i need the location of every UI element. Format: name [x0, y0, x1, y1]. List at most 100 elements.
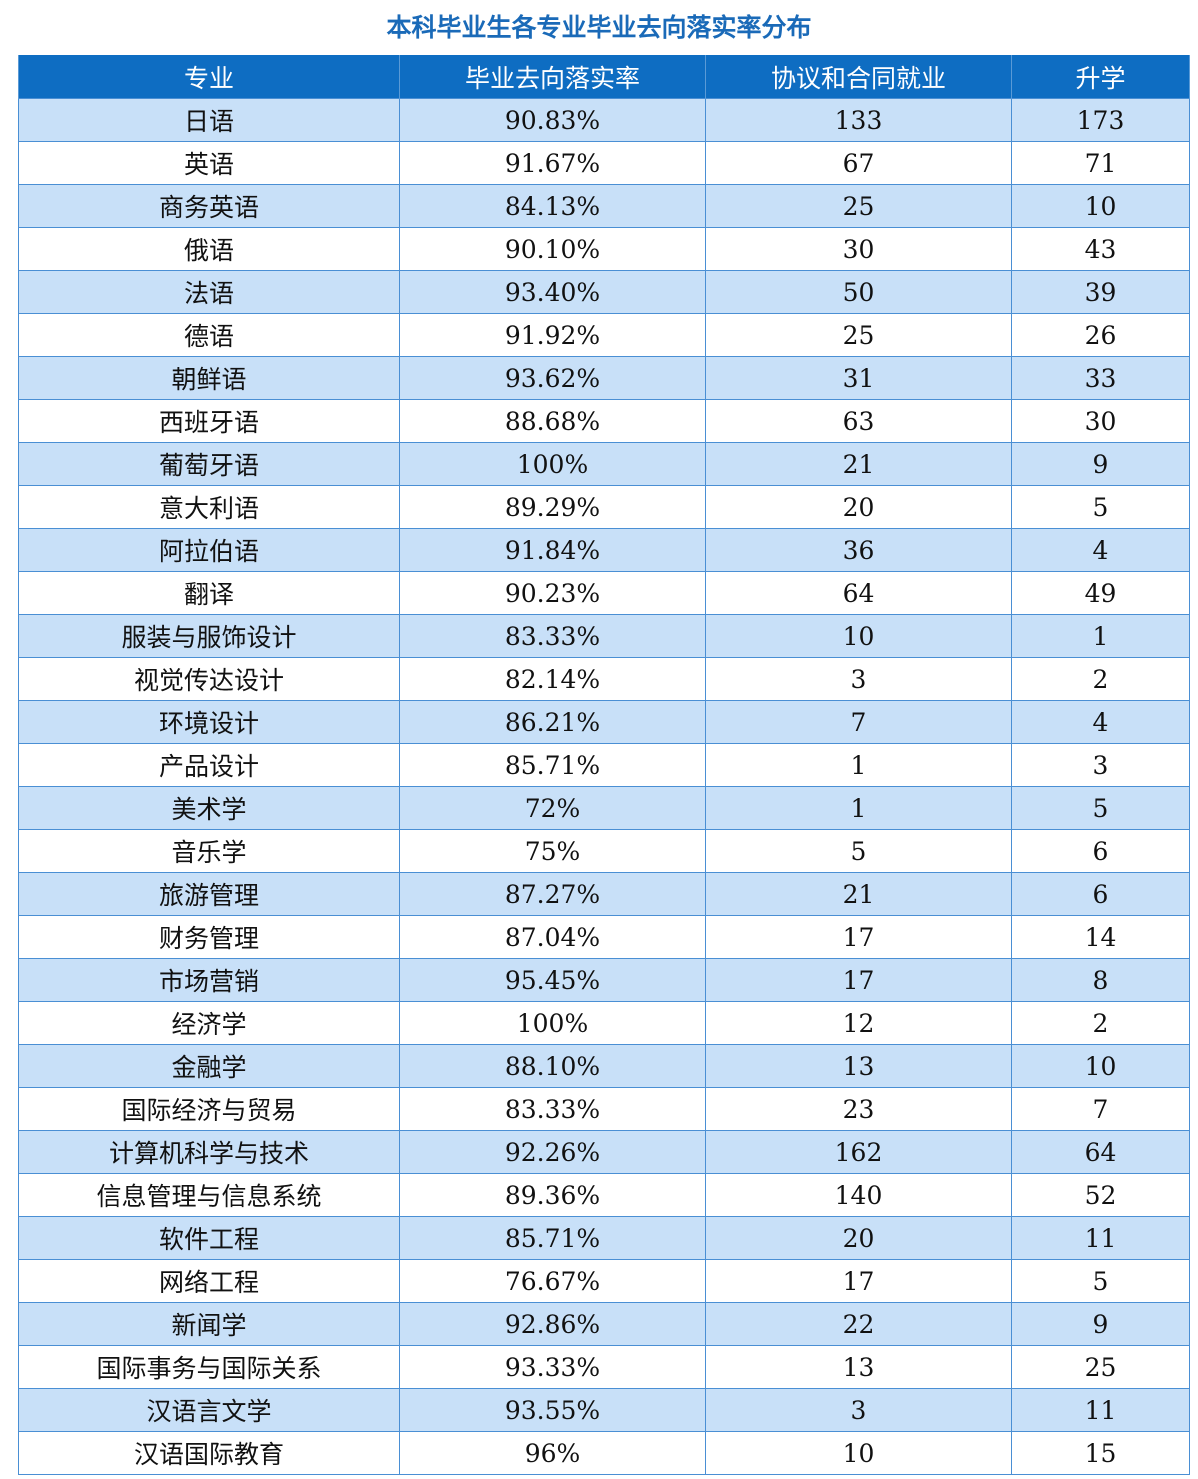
cell-major: 国际经济与贸易	[18, 1087, 400, 1131]
table-row: 美术学 72% 1 5	[18, 786, 1190, 830]
table-row: 西班牙语 88.68% 63 30	[18, 399, 1190, 443]
cell-further-study: 11	[1011, 1388, 1190, 1432]
cell-contract-employment: 64	[705, 571, 1012, 615]
table-row: 软件工程 85.71% 20 11	[18, 1216, 1190, 1260]
cell-further-study: 6	[1011, 872, 1190, 916]
table-row: 汉语言文学 93.55% 3 11	[18, 1388, 1190, 1432]
table-row: 计算机科学与技术 92.26% 162 64	[18, 1130, 1190, 1174]
cell-further-study: 4	[1011, 528, 1190, 572]
cell-contract-employment: 140	[705, 1173, 1012, 1217]
cell-major: 环境设计	[18, 700, 400, 744]
cell-contract-employment: 13	[705, 1345, 1012, 1389]
cell-placement-rate: 96%	[399, 1431, 706, 1475]
cell-placement-rate: 89.29%	[399, 485, 706, 529]
cell-placement-rate: 91.84%	[399, 528, 706, 572]
cell-further-study: 26	[1011, 313, 1190, 357]
cell-further-study: 173	[1011, 98, 1190, 142]
table-row: 德语 91.92% 25 26	[18, 313, 1190, 357]
cell-major: 英语	[18, 141, 400, 185]
cell-further-study: 2	[1011, 657, 1190, 701]
table-row: 法语 93.40% 50 39	[18, 270, 1190, 314]
cell-further-study: 5	[1011, 485, 1190, 529]
cell-major: 汉语国际教育	[18, 1431, 400, 1475]
cell-contract-employment: 31	[705, 356, 1012, 400]
cell-placement-rate: 90.83%	[399, 98, 706, 142]
cell-major: 新闻学	[18, 1302, 400, 1346]
cell-major: 国际事务与国际关系	[18, 1345, 400, 1389]
table-header: 专业 毕业去向落实率 协议和合同就业 升学	[18, 55, 1190, 99]
cell-placement-rate: 92.26%	[399, 1130, 706, 1174]
cell-contract-employment: 36	[705, 528, 1012, 572]
table-row: 日语 90.83% 133 173	[18, 98, 1190, 142]
table-row: 信息管理与信息系统 89.36% 140 52	[18, 1173, 1190, 1217]
cell-contract-employment: 1	[705, 743, 1012, 787]
cell-contract-employment: 5	[705, 829, 1012, 873]
table-body: 日语 90.83% 133 173 英语 91.67% 67 71 商务英语 84.13% 25 10…	[18, 98, 1190, 1475]
cell-placement-rate: 84.13%	[399, 184, 706, 228]
table-row: 葡萄牙语 100% 21 9	[18, 442, 1190, 486]
header-major: 专业	[18, 55, 400, 99]
cell-further-study: 43	[1011, 227, 1190, 271]
cell-placement-rate: 87.27%	[399, 872, 706, 916]
cell-major: 俄语	[18, 227, 400, 271]
cell-contract-employment: 21	[705, 872, 1012, 916]
cell-placement-rate: 100%	[399, 1001, 706, 1045]
table-row: 金融学 88.10% 13 10	[18, 1044, 1190, 1088]
cell-major: 葡萄牙语	[18, 442, 400, 486]
cell-further-study: 11	[1011, 1216, 1190, 1260]
cell-contract-employment: 23	[705, 1087, 1012, 1131]
cell-contract-employment: 162	[705, 1130, 1012, 1174]
table-row: 朝鲜语 93.62% 31 33	[18, 356, 1190, 400]
cell-placement-rate: 76.67%	[399, 1259, 706, 1303]
cell-placement-rate: 91.67%	[399, 141, 706, 185]
cell-contract-employment: 17	[705, 915, 1012, 959]
table-row: 汉语国际教育 96% 10 15	[18, 1431, 1190, 1475]
table-row: 阿拉伯语 91.84% 36 4	[18, 528, 1190, 572]
cell-major: 信息管理与信息系统	[18, 1173, 400, 1217]
cell-major: 产品设计	[18, 743, 400, 787]
cell-placement-rate: 86.21%	[399, 700, 706, 744]
cell-further-study: 49	[1011, 571, 1190, 615]
cell-contract-employment: 20	[705, 485, 1012, 529]
cell-major: 翻译	[18, 571, 400, 615]
cell-placement-rate: 93.40%	[399, 270, 706, 314]
cell-further-study: 52	[1011, 1173, 1190, 1217]
cell-further-study: 9	[1011, 1302, 1190, 1346]
cell-contract-employment: 1	[705, 786, 1012, 830]
table-row: 财务管理 87.04% 17 14	[18, 915, 1190, 959]
page-title: 本科毕业生各专业毕业去向落实率分布	[386, 13, 812, 42]
cell-further-study: 30	[1011, 399, 1190, 443]
table-row: 俄语 90.10% 30 43	[18, 227, 1190, 271]
cell-major: 金融学	[18, 1044, 400, 1088]
cell-major: 视觉传达设计	[18, 657, 400, 701]
cell-major: 经济学	[18, 1001, 400, 1045]
table-row: 经济学 100% 12 2	[18, 1001, 1190, 1045]
cell-placement-rate: 87.04%	[399, 915, 706, 959]
cell-contract-employment: 12	[705, 1001, 1012, 1045]
cell-contract-employment: 22	[705, 1302, 1012, 1346]
cell-contract-employment: 50	[705, 270, 1012, 314]
cell-further-study: 6	[1011, 829, 1190, 873]
cell-contract-employment: 20	[705, 1216, 1012, 1260]
cell-placement-rate: 85.71%	[399, 743, 706, 787]
cell-placement-rate: 83.33%	[399, 614, 706, 658]
cell-further-study: 4	[1011, 700, 1190, 744]
table-row: 旅游管理 87.27% 21 6	[18, 872, 1190, 916]
cell-major: 音乐学	[18, 829, 400, 873]
cell-major: 市场营销	[18, 958, 400, 1002]
cell-contract-employment: 3	[705, 1388, 1012, 1432]
cell-placement-rate: 90.10%	[399, 227, 706, 271]
table-row: 意大利语 89.29% 20 5	[18, 485, 1190, 529]
cell-further-study: 14	[1011, 915, 1190, 959]
cell-contract-employment: 7	[705, 700, 1012, 744]
cell-contract-employment: 133	[705, 98, 1012, 142]
cell-placement-rate: 95.45%	[399, 958, 706, 1002]
table-row: 音乐学 75% 5 6	[18, 829, 1190, 873]
cell-further-study: 2	[1011, 1001, 1190, 1045]
cell-contract-employment: 10	[705, 1431, 1012, 1475]
cell-major: 汉语言文学	[18, 1388, 400, 1432]
employment-rate-table: 专业 毕业去向落实率 协议和合同就业 升学 日语 90.83% 133 173 英语 91…	[18, 55, 1190, 1475]
cell-further-study: 8	[1011, 958, 1190, 1002]
cell-contract-employment: 25	[705, 184, 1012, 228]
cell-major: 商务英语	[18, 184, 400, 228]
